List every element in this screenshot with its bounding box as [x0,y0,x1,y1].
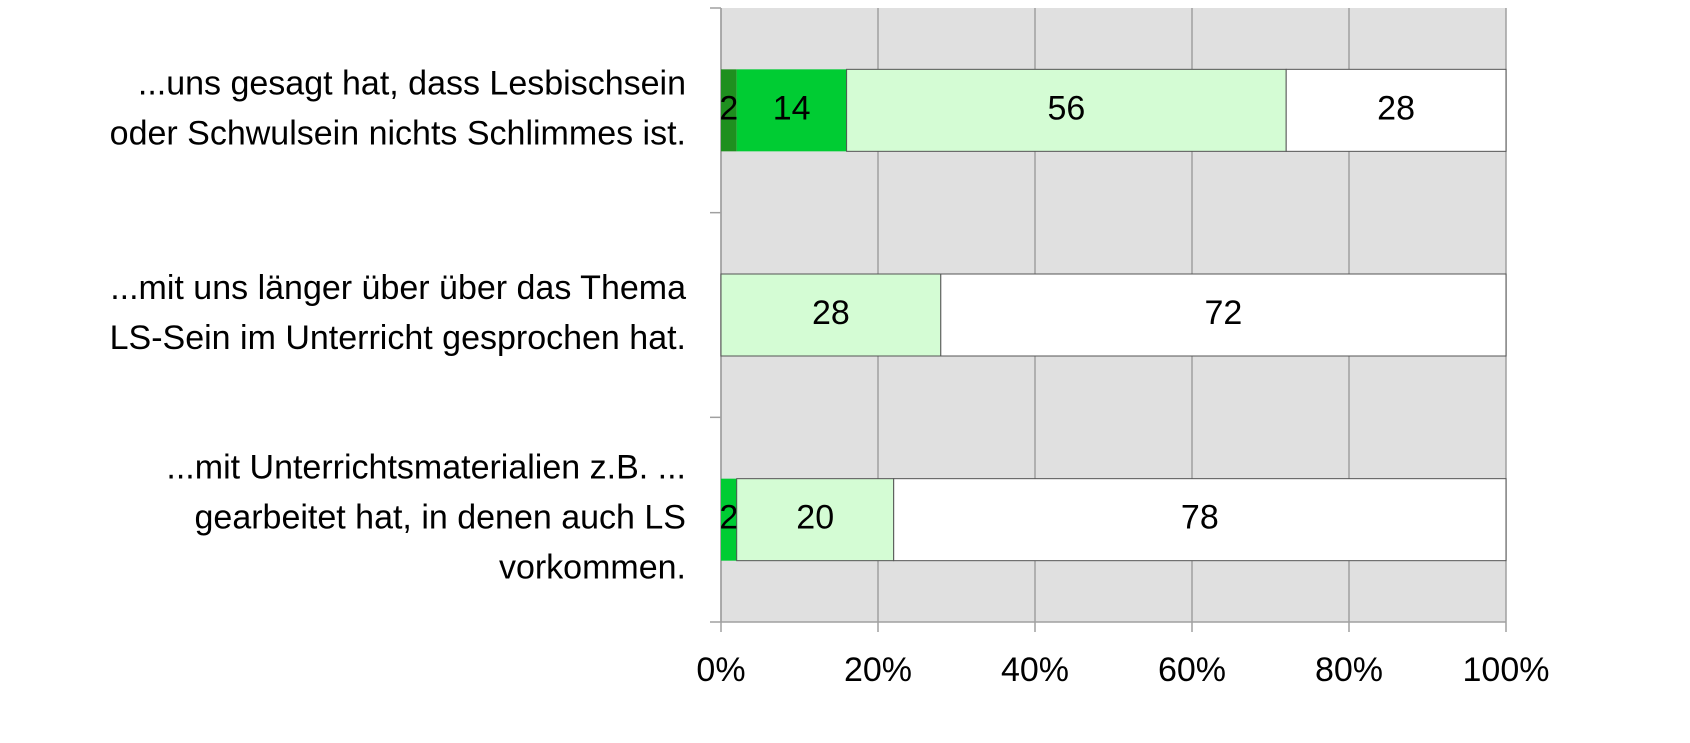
data-label: 14 [773,89,811,127]
x-tick-label: 60% [1158,651,1226,689]
x-tick-label: 80% [1315,651,1383,689]
data-label: 20 [796,499,834,537]
data-label: 78 [1181,499,1219,537]
bar-segment [736,69,847,152]
data-label: 72 [1204,294,1242,332]
data-label: 56 [1047,89,1085,127]
y-tick-label: ...uns gesagt hat, dass Lesbischsein oder… [110,64,686,152]
data-label: 2 [719,499,738,537]
bar-segment [736,478,895,562]
data-label: 28 [1377,89,1415,127]
y-tick-label: ...mit Unterrichtsmaterialien z.B. ... ge… [166,449,686,587]
bar-segment [846,68,1287,152]
data-label: 28 [812,294,850,332]
bar-segment [721,69,737,152]
bar-segment [721,478,737,561]
bar-segment [1285,68,1507,152]
bar-segment [940,273,1507,357]
x-tick-label: 40% [1001,651,1069,689]
x-tick-label: 20% [844,651,912,689]
x-tick-label: 100% [1463,651,1550,689]
bar-segment [893,478,1507,562]
x-tick-label: 0% [696,651,745,689]
data-label: 2 [719,89,738,127]
y-tick-label: ...mit uns länger über über das Thema LS-… [110,269,686,357]
